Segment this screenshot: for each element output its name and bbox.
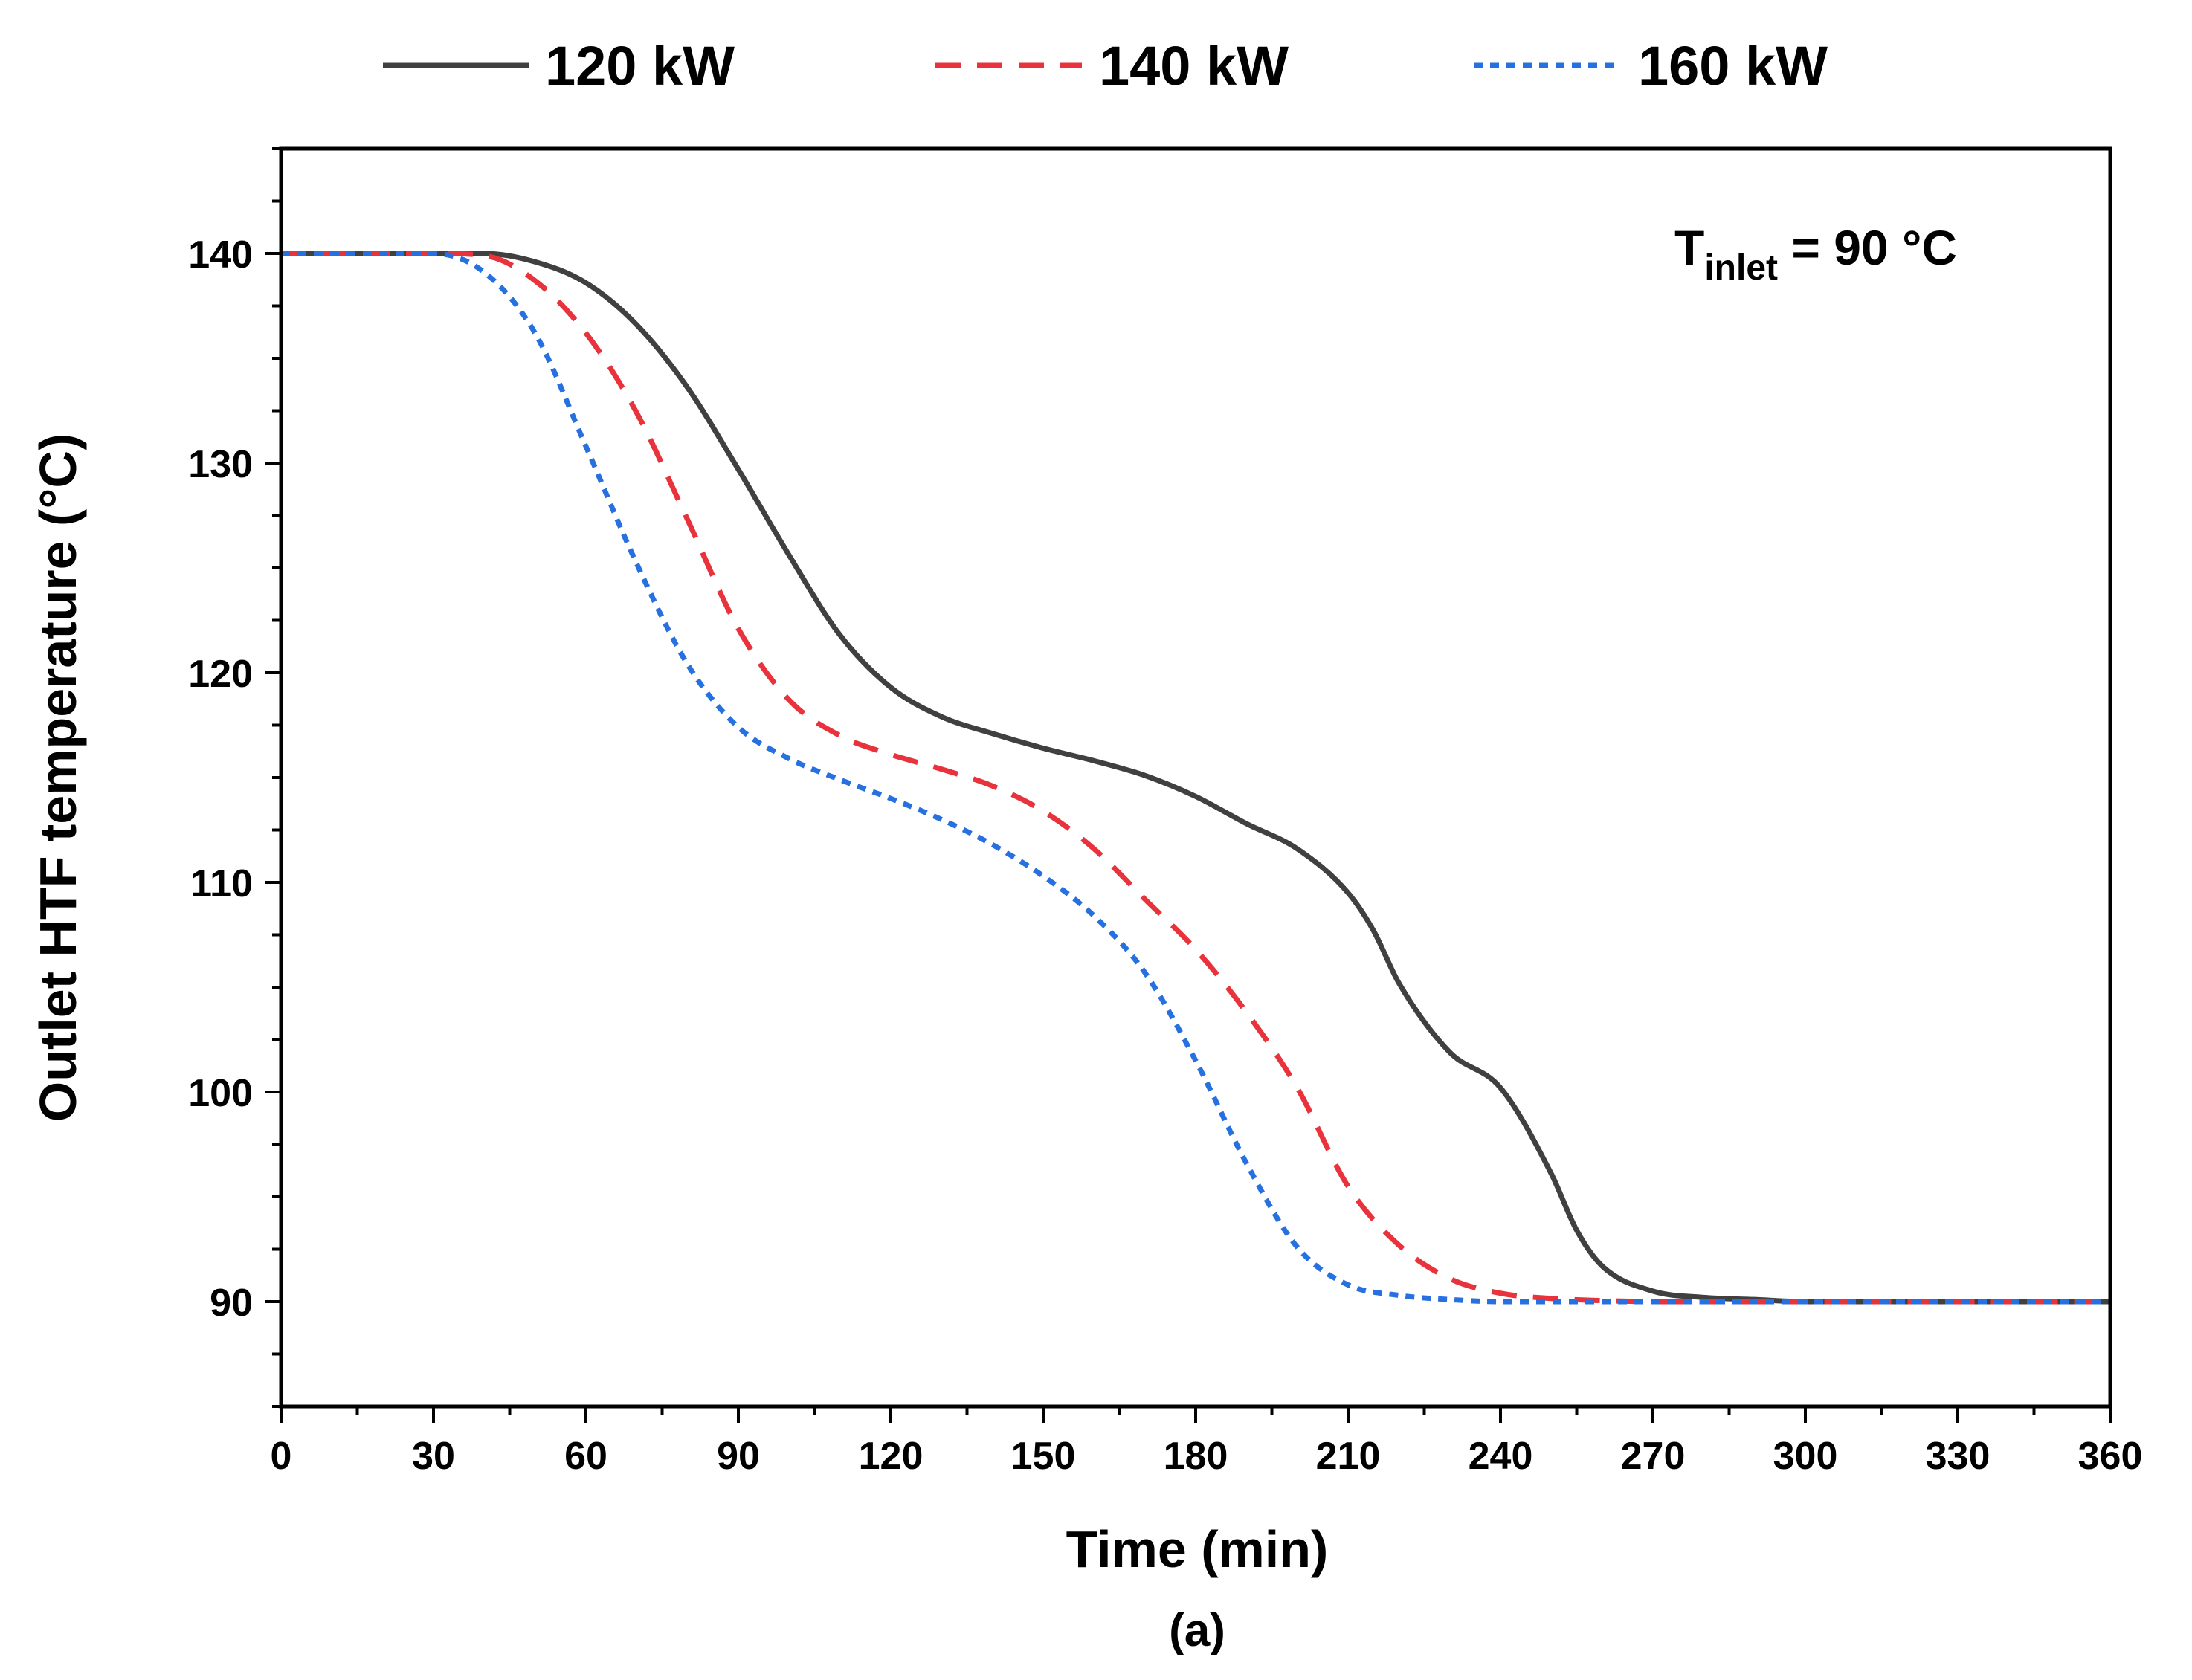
x-tick-label: 240 — [1469, 1435, 1533, 1478]
legend-item-120kw: 120 kW — [383, 35, 735, 97]
annotation-rest: = 90 °C — [1778, 220, 1957, 275]
series-line-120kw — [281, 251, 2110, 1305]
x-tick-label: 30 — [412, 1435, 455, 1478]
inlet-temperature-annotation: Tinlet = 90 °C — [1674, 220, 1957, 288]
x-axis-title: Time (min) — [1066, 1520, 1329, 1578]
legend-label-160kw: 160 kW — [1638, 35, 1828, 97]
x-tick-label: 90 — [717, 1435, 760, 1478]
x-tick-label: 270 — [1621, 1435, 1686, 1478]
y-tick-label: 140 — [188, 233, 253, 277]
x-tick-label: 60 — [564, 1435, 607, 1478]
x-tick-label: 300 — [1773, 1435, 1838, 1478]
legend-label-120kw: 120 kW — [545, 35, 735, 97]
annotation-main: T — [1674, 220, 1704, 275]
x-tick-label: 360 — [2078, 1435, 2143, 1478]
y-tick-label: 100 — [188, 1072, 253, 1115]
legend-label-140kw: 140 kW — [1099, 35, 1289, 97]
plot-frame — [279, 146, 2112, 1409]
y-axis: 90 100 110 120 130 140 — [188, 147, 281, 1408]
x-tick-label: 120 — [859, 1435, 923, 1478]
x-axis: 0 30 60 90 120 150 180 210 240 270 300 330 360 — [271, 1406, 2143, 1478]
series-layer — [281, 251, 2110, 1305]
figure-caption: (a) — [1169, 1605, 1225, 1656]
x-tick-label: 210 — [1316, 1435, 1381, 1478]
annotation-subscript: inlet — [1704, 248, 1778, 288]
y-tick-label: 110 — [190, 862, 253, 905]
x-tick-label: 330 — [1926, 1435, 1990, 1478]
x-tick-label: 0 — [271, 1435, 292, 1478]
x-tick-label: 180 — [1164, 1435, 1228, 1478]
series-line-140kw — [281, 251, 2110, 1305]
series-line-160kw — [281, 251, 2110, 1305]
legend: 120 kW 140 kW 160 kW — [383, 35, 1828, 97]
y-tick-label: 120 — [188, 653, 253, 696]
legend-item-160kw: 160 kW — [1474, 35, 1828, 97]
y-tick-label: 130 — [188, 443, 253, 486]
y-axis-title: Outlet HTF temperature (°C) — [29, 433, 87, 1122]
x-tick-label: 150 — [1011, 1435, 1076, 1478]
y-tick-label: 90 — [210, 1282, 253, 1325]
legend-item-140kw: 140 kW — [935, 35, 1289, 97]
